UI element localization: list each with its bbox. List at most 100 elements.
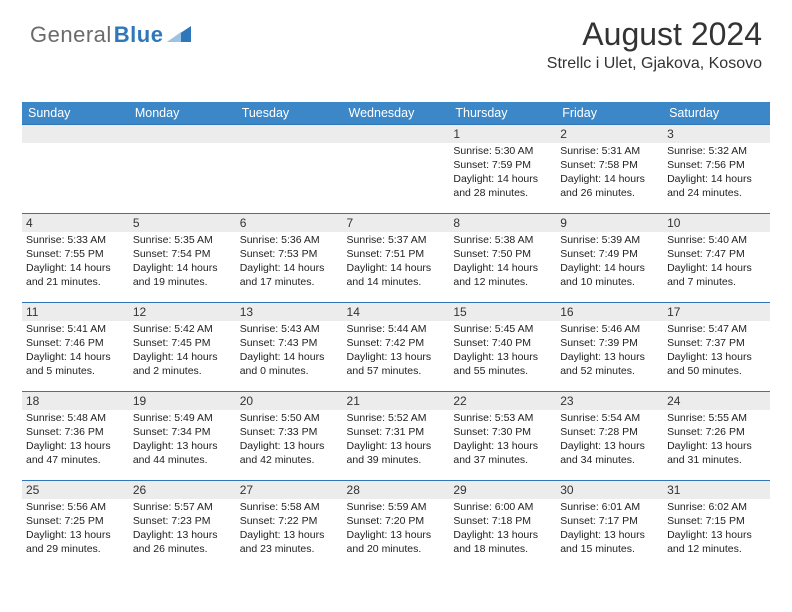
sunset-line: Sunset: 7:50 PM xyxy=(453,248,531,260)
sunrise-line: Sunrise: 5:47 AM xyxy=(667,323,747,335)
sunset-line: Sunset: 7:55 PM xyxy=(26,248,104,260)
sunset-line: Sunset: 7:28 PM xyxy=(560,426,638,438)
calendar-day-cell: 9Sunrise: 5:39 AMSunset: 7:49 PMDaylight… xyxy=(556,214,663,303)
calendar-day-cell: 25Sunrise: 5:56 AMSunset: 7:25 PMDayligh… xyxy=(22,481,129,570)
sunrise-line: Sunrise: 5:42 AM xyxy=(133,323,213,335)
sunset-line: Sunset: 7:47 PM xyxy=(667,248,745,260)
day-details: Sunrise: 5:52 AMSunset: 7:31 PMDaylight:… xyxy=(343,410,450,471)
calendar-day-cell: 6Sunrise: 5:36 AMSunset: 7:53 PMDaylight… xyxy=(236,214,343,303)
sunset-line: Sunset: 7:43 PM xyxy=(240,337,318,349)
day-number: 31 xyxy=(663,481,770,499)
sunrise-line: Sunrise: 5:58 AM xyxy=(240,501,320,513)
day-details: Sunrise: 5:50 AM Sunset: 7:33 PM Daylight:… xyxy=(236,410,343,471)
day-number: 12 xyxy=(129,303,236,321)
sunrise-line: Sunrise: 5:50 AM xyxy=(240,412,320,424)
day-details: Sunrise: 5:37 AMSunset: 7:51 PMDaylight:… xyxy=(343,232,450,293)
sunset-line: Sunset: 7:53 PM xyxy=(240,248,318,260)
daylight-line: Daylight: 13 hours and 15 minutes. xyxy=(560,529,645,555)
day-details: Sunrise: 5:54 AMSunset: 7:28 PMDaylight:… xyxy=(556,410,663,471)
daylight-line: Daylight: 14 hours and 5 minutes. xyxy=(26,351,111,377)
calendar-day-cell: 21Sunrise: 5:52 AMSunset: 7:31 PMDayligh… xyxy=(343,392,450,481)
sunset-line: Sunset: 7:25 PM xyxy=(26,515,104,527)
calendar-week-row: 25Sunrise: 5:56 AMSunset: 7:25 PMDayligh… xyxy=(22,481,770,570)
title-block: August 2024 Strellc i Ulet, Gjakova, Kos… xyxy=(547,16,762,73)
day-details: Sunrise: 5:35 AMSunset: 7:54 PMDaylight:… xyxy=(129,232,236,293)
sunrise-line: Sunrise: 5:36 AM xyxy=(240,234,320,246)
calendar-day-cell: 4Sunrise: 5:33 AMSunset: 7:55 PMDaylight… xyxy=(22,214,129,303)
day-number: 8 xyxy=(449,214,556,232)
sunrise-line: Sunrise: 5:59 AM xyxy=(347,501,427,513)
day-details: Sunrise: 5:47 AMSunset: 7:37 PMDaylight:… xyxy=(663,321,770,382)
day-number: 11 xyxy=(22,303,129,321)
day-number: 16 xyxy=(556,303,663,321)
day-details: Sunrise: 6:01 AMSunset: 7:17 PMDaylight:… xyxy=(556,499,663,560)
day-details: Sunrise: 5:43 AMSunset: 7:43 PMDaylight:… xyxy=(236,321,343,382)
sunrise-line: Sunrise: 5:44 AM xyxy=(347,323,427,335)
sunrise-line: Sunrise: 5:54 AM xyxy=(560,412,640,424)
day-number: 7 xyxy=(343,214,450,232)
sunset-line: Sunset: 7:36 PM xyxy=(26,426,104,438)
sunset-line: Sunset: 7:33 PM xyxy=(240,426,318,438)
month-title: August 2024 xyxy=(547,16,762,53)
calendar-table: SundayMondayTuesdayWednesdayThursdayFrid… xyxy=(22,102,770,569)
sunset-line: Sunset: 7:26 PM xyxy=(667,426,745,438)
daylight-line: Daylight: 13 hours and 47 minutes. xyxy=(26,440,111,466)
day-details: Sunrise: 5:53 AMSunset: 7:30 PMDaylight:… xyxy=(449,410,556,471)
day-details xyxy=(236,143,343,149)
calendar-day-cell: 16Sunrise: 5:46 AMSunset: 7:39 PMDayligh… xyxy=(556,303,663,392)
sunrise-line: Sunrise: 5:32 AM xyxy=(667,145,747,157)
sunrise-line: Sunrise: 5:57 AM xyxy=(133,501,213,513)
sunset-line: Sunset: 7:51 PM xyxy=(347,248,425,260)
calendar-day-cell: 22Sunrise: 5:53 AMSunset: 7:30 PMDayligh… xyxy=(449,392,556,481)
daylight-line: Daylight: 14 hours and 7 minutes. xyxy=(667,262,752,288)
sunrise-line: Sunrise: 5:56 AM xyxy=(26,501,106,513)
weekday-header-cell: Monday xyxy=(129,102,236,125)
day-details: Sunrise: 5:59 AMSunset: 7:20 PMDaylight:… xyxy=(343,499,450,560)
day-details: Sunrise: 5:42 AMSunset: 7:45 PMDaylight:… xyxy=(129,321,236,382)
day-number: 2 xyxy=(556,125,663,143)
daylight-line: Daylight: 14 hours and 19 minutes. xyxy=(133,262,218,288)
sunset-line: Sunset: 7:17 PM xyxy=(560,515,638,527)
daylight-line: Daylight: 13 hours and 26 minutes. xyxy=(133,529,218,555)
sunrise-line: Sunrise: 5:49 AM xyxy=(133,412,213,424)
sunset-line: Sunset: 7:23 PM xyxy=(133,515,211,527)
weekday-header-cell: Friday xyxy=(556,102,663,125)
sunrise-line: Sunrise: 5:48 AM xyxy=(26,412,106,424)
sunrise-line: Sunrise: 5:33 AM xyxy=(26,234,106,246)
calendar-day-cell: 12Sunrise: 5:42 AMSunset: 7:45 PMDayligh… xyxy=(129,303,236,392)
calendar-day-cell: 26 Sunrise: 5:57 AM Sunset: 7:23 PM Dayligh… xyxy=(129,481,236,570)
sunset-line: Sunset: 7:54 PM xyxy=(133,248,211,260)
day-number: 3 xyxy=(663,125,770,143)
location: Strellc i Ulet, Gjakova, Kosovo xyxy=(547,55,762,73)
calendar-day-cell: 29Sunrise: 6:00 AMSunset: 7:18 PMDayligh… xyxy=(449,481,556,570)
day-details: Sunrise: 6:02 AMSunset: 7:15 PMDaylight:… xyxy=(663,499,770,560)
calendar-day-cell: 10Sunrise: 5:40 AMSunset: 7:47 PMDayligh… xyxy=(663,214,770,303)
day-number: 29 xyxy=(449,481,556,499)
sunset-line: Sunset: 7:22 PM xyxy=(240,515,318,527)
brand-logo: General Blue xyxy=(30,22,193,49)
daylight-line: Daylight: 14 hours and 28 minutes. xyxy=(453,173,538,199)
day-number: 22 xyxy=(449,392,556,410)
day-number: 20 xyxy=(236,392,343,410)
sunset-line: Sunset: 7:37 PM xyxy=(667,337,745,349)
daylight-line: Daylight: 13 hours and 42 minutes. xyxy=(240,440,325,466)
calendar-day-cell: 2Sunrise: 5:31 AMSunset: 7:58 PMDaylight… xyxy=(556,125,663,214)
daylight-line: Daylight: 14 hours and 17 minutes. xyxy=(240,262,325,288)
day-number: 26 xyxy=(129,481,236,499)
daylight-line: Daylight: 13 hours and 29 minutes. xyxy=(26,529,111,555)
sunrise-line: Sunrise: 5:53 AM xyxy=(453,412,533,424)
day-number xyxy=(129,125,236,143)
calendar-day-cell: 1Sunrise: 5:30 AMSunset: 7:59 PMDaylight… xyxy=(449,125,556,214)
sunset-line: Sunset: 7:30 PM xyxy=(453,426,531,438)
calendar-day-cell: 5Sunrise: 5:35 AMSunset: 7:54 PMDaylight… xyxy=(129,214,236,303)
calendar-day-cell: 7Sunrise: 5:37 AMSunset: 7:51 PMDaylight… xyxy=(343,214,450,303)
calendar-day-cell: 31Sunrise: 6:02 AMSunset: 7:15 PMDayligh… xyxy=(663,481,770,570)
brand-part2: Blue xyxy=(114,22,164,48)
calendar-day-cell: 13Sunrise: 5:43 AMSunset: 7:43 PMDayligh… xyxy=(236,303,343,392)
brand-mark-icon xyxy=(167,24,193,49)
sunset-line: Sunset: 7:56 PM xyxy=(667,159,745,171)
day-details: Sunrise: 5:32 AMSunset: 7:56 PMDaylight:… xyxy=(663,143,770,204)
day-number: 15 xyxy=(449,303,556,321)
day-details: Sunrise: 5:39 AMSunset: 7:49 PMDaylight:… xyxy=(556,232,663,293)
sunset-line: Sunset: 7:46 PM xyxy=(26,337,104,349)
